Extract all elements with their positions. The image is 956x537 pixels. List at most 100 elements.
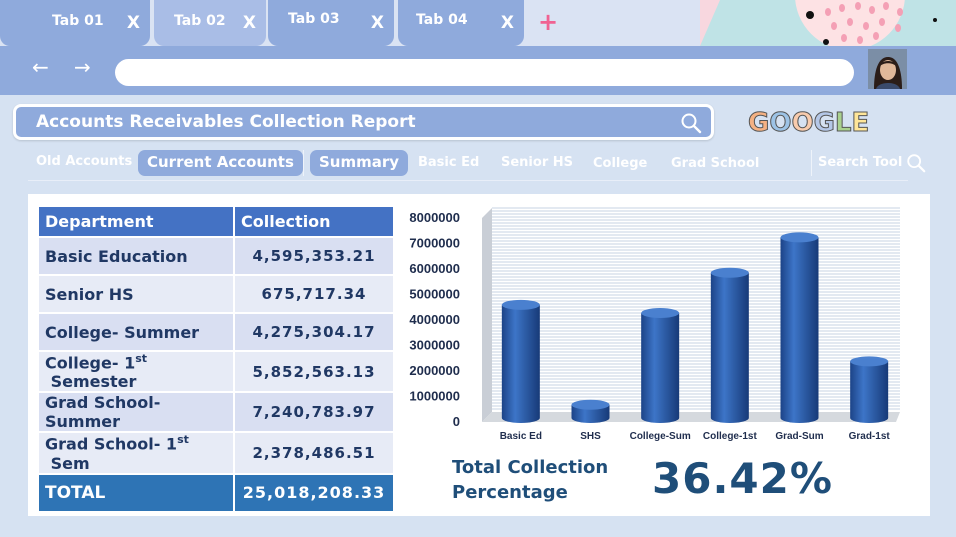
y-tick-label: 8000000 [409, 210, 460, 225]
collection-table: Department Collection Basic Education 4,5… [37, 205, 395, 513]
department-cell: College- 1st Semester [37, 349, 235, 394]
column-header-department: Department [37, 205, 235, 238]
department-cell: Senior HS [37, 274, 235, 314]
chart-bar [571, 399, 610, 423]
department-suffix: Semester [45, 372, 137, 392]
close-icon[interactable]: X [242, 13, 256, 33]
department-cell: Grad School- 1st Sem [37, 431, 235, 475]
menu-current-accounts[interactable]: Current Accounts [138, 150, 303, 176]
department-name: Basic Education [45, 246, 188, 266]
chart-bar [780, 232, 819, 423]
close-icon[interactable]: X [126, 13, 140, 33]
menu-underline [28, 180, 908, 181]
collection-value: 4,275,304.17 [233, 312, 395, 352]
tab-02[interactable]: Tab 02 X [154, 0, 266, 46]
logo-letter: G [813, 108, 835, 139]
decorative-pattern [700, 0, 956, 46]
chart-side-wall [482, 208, 492, 422]
ordinal-suffix: st [135, 352, 148, 365]
department-cell: College- Summer [37, 312, 235, 352]
tab-label: Tab 03 [288, 11, 340, 27]
google-logo[interactable]: GOOGLE [747, 108, 870, 139]
collection-value: 7,240,783.97 [233, 391, 395, 434]
back-arrow-icon[interactable]: ← [32, 55, 49, 79]
search-icon[interactable] [679, 111, 703, 139]
menu-summary[interactable]: Summary [310, 150, 409, 176]
x-tick-label: College-1st [703, 431, 758, 442]
department-cell: Grad School-Summer [37, 391, 235, 434]
y-tick-label: 2000000 [409, 363, 460, 378]
table-row: College- 1st Semester 5,852,563.13 [37, 349, 395, 394]
department-name: Senior HS [45, 284, 134, 304]
report-title-bar: Accounts Receivables Collection Report [13, 104, 714, 140]
total-collection-percentage-value: 36.42% [652, 454, 833, 503]
collection-bar-chart: 8000000 7000000 6000000 5000000 4000000 30000… [409, 207, 900, 442]
collection-value: 5,852,563.13 [233, 349, 395, 394]
y-tick-label: 0 [453, 414, 460, 429]
menu-college[interactable]: College [593, 156, 648, 171]
y-tick-label: 4000000 [409, 312, 460, 327]
tab-03[interactable]: Tab 03 X [268, 0, 394, 46]
column-header-collection: Collection [233, 205, 395, 238]
table-row: Senior HS 675,717.34 [37, 274, 395, 314]
table-row: Grad School- 1st Sem 2,378,486.51 [37, 431, 395, 475]
y-tick-label: 6000000 [409, 261, 460, 276]
logo-letter: E [851, 108, 870, 139]
y-tick-label: 5000000 [409, 287, 460, 302]
add-tab-button[interactable]: + [538, 8, 559, 36]
total-value: 25,018,208.33 [233, 472, 395, 513]
tab-label: Tab 01 [52, 13, 104, 29]
collection-value: 4,595,353.21 [233, 236, 395, 276]
department-cell: Basic Education [37, 236, 235, 276]
menu-grad-school[interactable]: Grad School [671, 156, 760, 171]
search-icon[interactable] [905, 152, 927, 178]
menu-old-accounts[interactable]: Old Accounts [36, 154, 133, 169]
logo-letter: L [834, 108, 852, 139]
avatar[interactable] [868, 49, 907, 89]
total-row: TOTAL 25,018,208.33 [37, 472, 395, 513]
total-label: TOTAL [37, 472, 235, 513]
close-icon[interactable]: X [370, 13, 384, 33]
x-tick-label: Basic Ed [500, 431, 542, 442]
department-name: College- Summer [45, 322, 200, 342]
menu-divider [811, 150, 812, 176]
tab-label: Tab 04 [416, 12, 468, 28]
y-tick-label: 1000000 [409, 389, 460, 404]
menu-senior-hs[interactable]: Senior HS [501, 155, 574, 170]
forward-arrow-icon[interactable]: → [74, 55, 91, 79]
page-title: Accounts Receivables Collection Report [36, 112, 416, 132]
x-tick-label: Grad-1st [849, 431, 891, 442]
x-tick-label: Grad-Sum [775, 431, 823, 442]
tab-04[interactable]: Tab 04 X [398, 0, 524, 46]
x-tick-label: College-Sum [630, 431, 691, 442]
chart-bar [501, 299, 540, 423]
tab-label: Tab 02 [174, 13, 226, 29]
menu-basic-ed[interactable]: Basic Ed [418, 155, 480, 170]
address-bar[interactable] [115, 59, 854, 86]
logo-letter: G [747, 108, 770, 139]
label-line-1: Total Collection [452, 457, 609, 478]
collection-value: 2,378,486.51 [233, 431, 395, 475]
chart-bar [641, 307, 680, 423]
label-line-2: Percentage [452, 482, 568, 503]
department-name: Grad School-Summer [45, 393, 161, 432]
table-row: Basic Education 4,595,353.21 [37, 236, 395, 276]
table-row: College- Summer 4,275,304.17 [37, 312, 395, 352]
close-icon[interactable]: X [500, 13, 514, 33]
table-row: Grad School-Summer 7,240,783.97 [37, 391, 395, 434]
tab-01[interactable]: Tab 01 X [0, 0, 150, 46]
chart-bar [710, 267, 749, 423]
y-tick-label: 3000000 [409, 338, 460, 353]
total-collection-percentage-label: Total Collection Percentage [452, 455, 608, 505]
chart-bar [850, 356, 889, 423]
logo-letter: O [769, 108, 792, 139]
chart-back-wall [492, 207, 900, 410]
collection-value: 675,717.34 [233, 274, 395, 314]
ordinal-suffix: st [177, 433, 189, 447]
chart-floor [482, 412, 900, 422]
x-tick-label: SHS [580, 431, 601, 442]
menu-search-tool[interactable]: Search Tool [818, 155, 903, 170]
menu-divider [303, 150, 304, 176]
logo-letter: O [791, 108, 814, 139]
department-suffix: Sem [45, 453, 90, 473]
